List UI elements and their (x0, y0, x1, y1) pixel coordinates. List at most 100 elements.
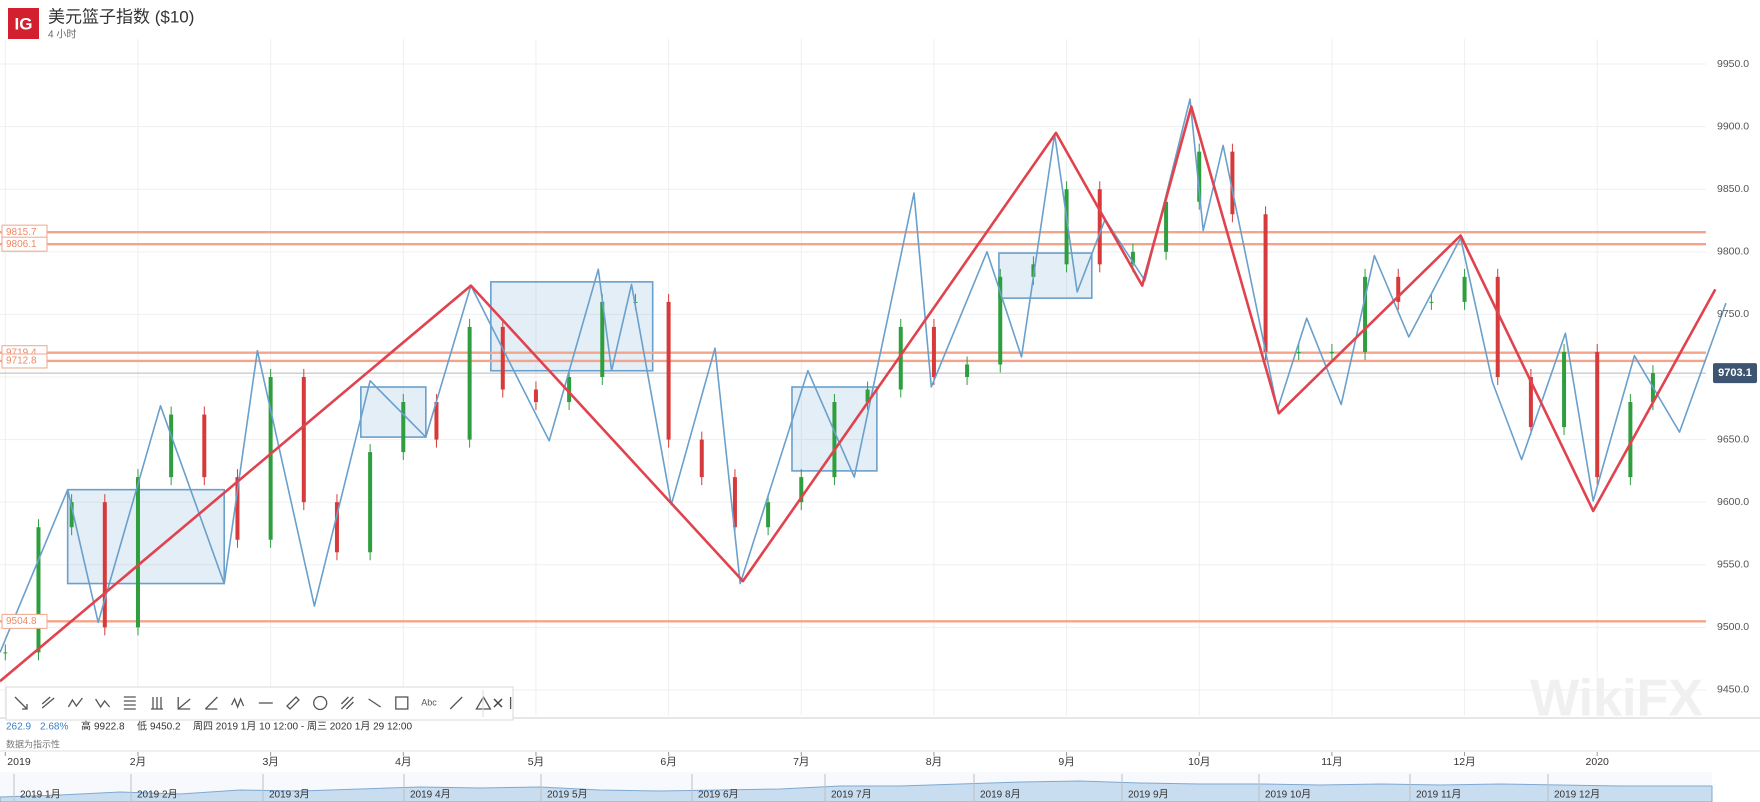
level-label: 9504.8 (6, 616, 37, 627)
navigator-label: 2019 7月 (831, 789, 872, 801)
navigator-label: 2019 6月 (698, 789, 739, 801)
logo[interactable] (8, 8, 39, 39)
navigator-label: 2019 3月 (269, 789, 310, 801)
tool-icon[interactable] (41, 696, 55, 709)
last-price-tag (1713, 363, 1757, 384)
tool-icon[interactable] (340, 696, 354, 710)
candle (898, 326, 903, 390)
tool-icon[interactable] (231, 697, 245, 709)
candle (699, 439, 704, 478)
grid (0, 39, 1706, 715)
last-price-label: 9703.1 (1718, 367, 1752, 379)
y-tick-label: 9650.0 (1717, 433, 1749, 445)
tool-icon[interactable] (368, 698, 381, 708)
candle (1595, 351, 1600, 478)
candle (832, 402, 837, 478)
plot (0, 98, 1727, 683)
candle (301, 377, 306, 503)
tool-icon[interactable] (151, 697, 163, 710)
candle (1429, 301, 1434, 303)
watermark: WikiFX (1530, 670, 1703, 728)
candle (666, 301, 671, 440)
navigator-label: 2019 5月 (547, 789, 588, 801)
tool-icon[interactable] (449, 696, 463, 710)
candle (268, 377, 273, 540)
tool-icon[interactable] (123, 696, 136, 710)
chart-title: 美元篮子指数 ($10) (48, 7, 194, 26)
candle (169, 414, 174, 478)
candle (533, 389, 538, 403)
candle (1130, 251, 1135, 265)
x-tick-label: 10月 (1188, 756, 1210, 768)
tool-icon[interactable] (204, 696, 218, 710)
level-tag (1, 613, 48, 629)
candle (1628, 402, 1633, 478)
candle (434, 402, 439, 440)
candle (1263, 214, 1268, 352)
candle (1329, 351, 1334, 353)
candle (3, 652, 8, 654)
candle (1396, 276, 1401, 302)
change-pct: 2.68% (40, 722, 68, 733)
candle (500, 326, 505, 390)
candle (69, 502, 74, 528)
candle (1296, 351, 1301, 353)
candle (1164, 201, 1169, 252)
close-icon[interactable] (493, 698, 503, 708)
y-tick-label: 9850.0 (1717, 183, 1749, 195)
zone (360, 386, 427, 438)
candle (600, 301, 605, 377)
low-label: 低 (137, 720, 147, 733)
logo-text: IG (15, 14, 33, 33)
candle (1230, 151, 1235, 215)
candle (1197, 151, 1202, 202)
candle (1562, 351, 1567, 428)
tool-icon[interactable] (395, 696, 409, 710)
level-tag (1, 236, 48, 252)
y-tick-label: 9950.0 (1717, 58, 1749, 70)
zone (66, 488, 225, 585)
level-label: 9719.4 (6, 347, 37, 358)
x-tick-label: 9月 (1058, 756, 1074, 768)
navigator-label: 2019 2月 (137, 789, 178, 801)
tool-text[interactable]: Abc (421, 697, 437, 707)
candle (732, 477, 737, 528)
candle (1031, 264, 1036, 277)
tool-icon[interactable] (286, 696, 300, 710)
candle (102, 502, 107, 628)
y-tick-label: 9900.0 (1717, 120, 1749, 132)
candle (865, 389, 870, 403)
tool-icon[interactable] (313, 695, 328, 711)
candle (766, 502, 771, 528)
x-tick-label: 2020 (1586, 756, 1610, 768)
high-label: 高 (81, 720, 91, 733)
navigator-label: 2019 4月 (410, 789, 451, 801)
tool-icon[interactable] (14, 696, 28, 710)
tool-icon[interactable] (95, 698, 111, 709)
candle (1462, 276, 1467, 302)
candle (334, 502, 339, 553)
candle (931, 326, 936, 377)
tool-icon[interactable] (67, 697, 83, 708)
candle (1363, 276, 1368, 352)
navigator-label: 2019 9月 (1128, 789, 1169, 801)
level-label: 9712.8 (6, 356, 37, 367)
navigator-label: 2019 10月 (1265, 789, 1311, 801)
candle (368, 452, 373, 553)
x-tick-label: 3月 (262, 756, 278, 768)
x-tick-label: 12月 (1453, 756, 1475, 768)
candle (1064, 189, 1069, 265)
level-label: 9815.7 (6, 227, 37, 238)
candle (401, 402, 406, 453)
x-tick-label: 2月 (130, 756, 146, 768)
tool-icon[interactable] (177, 697, 191, 710)
y-tick-label: 9550.0 (1717, 559, 1749, 571)
navigator-label: 2019 12月 (1554, 789, 1600, 801)
candle (965, 364, 970, 377)
navigator-label: 2019 11月 (1416, 789, 1461, 801)
x-tick-label: 11月 (1321, 756, 1342, 768)
candle (467, 326, 472, 440)
